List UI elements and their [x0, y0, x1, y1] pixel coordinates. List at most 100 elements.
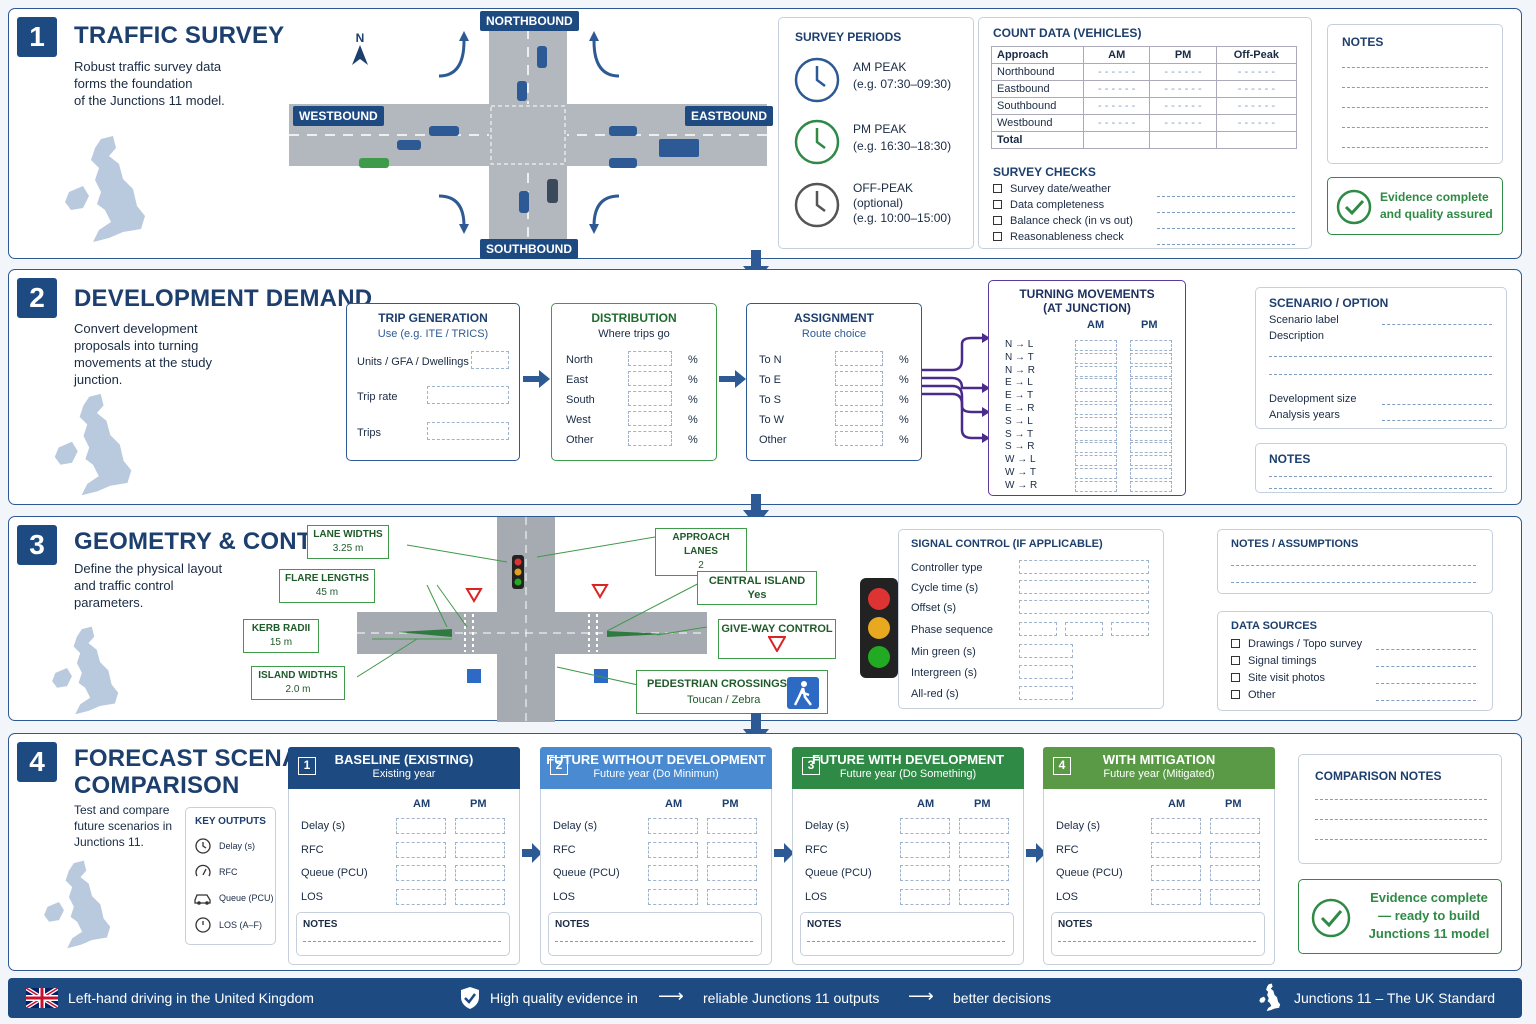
turning-am-input[interactable]: [1075, 442, 1117, 454]
pm-value-input[interactable]: [959, 841, 1009, 858]
signal-input[interactable]: [1019, 644, 1073, 658]
turning-am-input[interactable]: [1075, 365, 1117, 377]
pm-value-input[interactable]: [707, 841, 757, 858]
check-item[interactable]: Balance check (in vs out): [993, 215, 1133, 227]
turning-pm-input[interactable]: [1130, 340, 1172, 351]
source-item[interactable]: Drawings / Topo survey: [1231, 638, 1362, 650]
turning-am-input[interactable]: [1075, 340, 1117, 351]
check-item[interactable]: Data completeness: [993, 199, 1104, 211]
turning-pm-input[interactable]: [1130, 378, 1172, 390]
turning-pm-input[interactable]: [1130, 352, 1172, 364]
turning-am-input[interactable]: [1075, 404, 1117, 415]
turning-pm-input[interactable]: [1130, 480, 1172, 492]
pm-value-input[interactable]: [455, 841, 505, 858]
am-value-input[interactable]: [900, 841, 950, 858]
turning-row-label: W → L: [1005, 454, 1036, 466]
turning-am-input[interactable]: [1075, 429, 1117, 441]
turning-am-input[interactable]: [1075, 416, 1117, 428]
pm-value-input[interactable]: [707, 818, 757, 834]
pm-value-input[interactable]: [455, 888, 505, 905]
am-value-input[interactable]: [396, 888, 446, 905]
dist-south-input[interactable]: [628, 391, 672, 406]
pm-value-input[interactable]: [959, 818, 1009, 834]
scenario-notes[interactable]: NOTES: [800, 912, 1014, 956]
trips-input[interactable]: [427, 422, 509, 440]
turning-pm-input[interactable]: [1130, 391, 1172, 403]
turning-am-input[interactable]: [1075, 480, 1117, 492]
dist-north-input[interactable]: [628, 351, 672, 366]
notes-card[interactable]: NOTES: [1327, 24, 1503, 164]
am-value-input[interactable]: [648, 865, 698, 881]
am-value-input[interactable]: [1151, 818, 1201, 834]
check-item[interactable]: Survey date/weather: [993, 183, 1111, 195]
scenario-notes[interactable]: NOTES: [548, 912, 762, 956]
source-item[interactable]: Signal timings: [1231, 655, 1316, 667]
am-value-input[interactable]: [1151, 841, 1201, 858]
signal-input[interactable]: [1019, 560, 1149, 574]
pm-value-input[interactable]: [1210, 818, 1260, 834]
evidence-ready-badge: Evidence complete — ready to build Junctio…: [1298, 879, 1502, 954]
pm-value-input[interactable]: [455, 818, 505, 834]
signal-input[interactable]: [1019, 686, 1073, 700]
dist-other-input[interactable]: [628, 431, 672, 446]
turning-pm-input[interactable]: [1130, 442, 1172, 454]
am-value-input[interactable]: [900, 865, 950, 881]
signal-input[interactable]: [1019, 665, 1073, 679]
check-item[interactable]: Reasonableness check: [993, 231, 1124, 243]
dist-east-input[interactable]: [628, 371, 672, 386]
am-value-input[interactable]: [648, 841, 698, 858]
turning-am-input[interactable]: [1075, 391, 1117, 403]
pm-value-input[interactable]: [1210, 888, 1260, 905]
pm-value-input[interactable]: [1210, 841, 1260, 858]
turning-pm-input[interactable]: [1130, 365, 1172, 377]
turning-pm-input[interactable]: [1130, 429, 1172, 441]
assign-s-input[interactable]: [835, 391, 883, 406]
pm-value-input[interactable]: [1210, 865, 1260, 881]
phase-input[interactable]: [1065, 622, 1103, 636]
comparison-notes-card[interactable]: COMPARISON NOTES: [1298, 754, 1502, 864]
footer-right-text: Junctions 11 – The UK Standard: [1294, 990, 1496, 1006]
turning-am-input[interactable]: [1075, 455, 1117, 467]
signal-input[interactable]: [1019, 580, 1149, 594]
assign-n-input[interactable]: [835, 351, 883, 366]
turning-row-label: N → R: [1005, 364, 1035, 376]
scenario-notes[interactable]: NOTES: [1051, 912, 1265, 956]
am-value-input[interactable]: [396, 818, 446, 834]
phase-input[interactable]: [1111, 622, 1149, 636]
trip-rate-input[interactable]: [427, 386, 509, 404]
source-item[interactable]: Site visit photos: [1231, 672, 1325, 684]
notes-card[interactable]: NOTES: [1255, 443, 1507, 493]
am-value-input[interactable]: [1151, 865, 1201, 881]
pm-value-input[interactable]: [455, 865, 505, 881]
assign-w-input[interactable]: [835, 411, 883, 426]
am-value-input[interactable]: [648, 818, 698, 834]
turning-am-input[interactable]: [1075, 352, 1117, 364]
arrow-right-icon: [774, 843, 794, 863]
scenario-header: 3 FUTURE WITH DEVELOPMENT Future year (D…: [792, 747, 1024, 789]
assign-other-input[interactable]: [835, 431, 883, 446]
am-value-input[interactable]: [396, 841, 446, 858]
notes-assumptions-card[interactable]: NOTES / ASSUMPTIONS: [1217, 529, 1493, 594]
turning-pm-input[interactable]: [1130, 468, 1172, 479]
turning-am-input[interactable]: [1075, 378, 1117, 390]
turning-pm-input[interactable]: [1130, 404, 1172, 415]
turning-pm-input[interactable]: [1130, 416, 1172, 428]
turning-pm-input[interactable]: [1130, 455, 1172, 467]
am-value-input[interactable]: [900, 888, 950, 905]
source-item[interactable]: Other: [1231, 689, 1276, 701]
am-value-input[interactable]: [648, 888, 698, 905]
units-input[interactable]: [471, 351, 509, 369]
phase-input[interactable]: [1019, 622, 1057, 636]
am-value-input[interactable]: [900, 818, 950, 834]
pm-value-input[interactable]: [707, 888, 757, 905]
scenario-notes[interactable]: NOTES: [296, 912, 510, 956]
pm-value-input[interactable]: [707, 865, 757, 881]
am-value-input[interactable]: [396, 865, 446, 881]
turning-am-input[interactable]: [1075, 468, 1117, 479]
pm-value-input[interactable]: [959, 888, 1009, 905]
assign-e-input[interactable]: [835, 371, 883, 386]
am-value-input[interactable]: [1151, 888, 1201, 905]
dist-west-input[interactable]: [628, 411, 672, 426]
signal-input[interactable]: [1019, 600, 1149, 614]
pm-value-input[interactable]: [959, 865, 1009, 881]
